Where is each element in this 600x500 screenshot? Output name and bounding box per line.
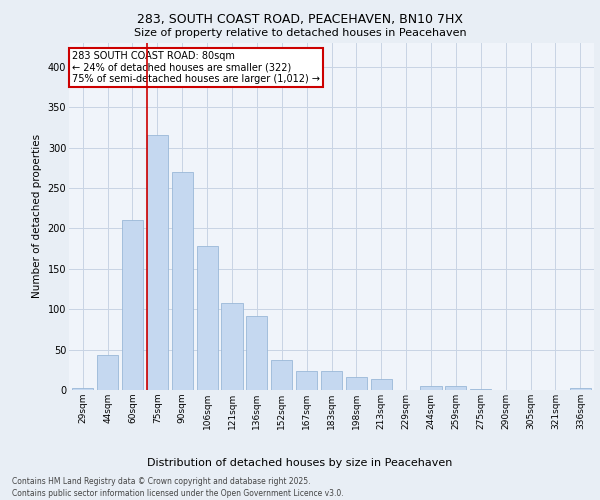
Bar	[296, 372, 317, 390]
Bar	[470, 389, 491, 390]
Bar	[246, 316, 268, 390]
Bar	[72, 388, 93, 390]
Bar	[122, 220, 143, 390]
Bar	[97, 355, 118, 390]
Bar	[172, 172, 193, 390]
Bar	[445, 386, 466, 390]
Text: Distribution of detached houses by size in Peacehaven: Distribution of detached houses by size …	[148, 458, 452, 468]
Text: Size of property relative to detached houses in Peacehaven: Size of property relative to detached ho…	[134, 28, 466, 38]
Bar	[147, 136, 168, 390]
Text: 283, SOUTH COAST ROAD, PEACEHAVEN, BN10 7HX: 283, SOUTH COAST ROAD, PEACEHAVEN, BN10 …	[137, 12, 463, 26]
Bar	[321, 372, 342, 390]
Bar	[221, 302, 242, 390]
Text: Contains HM Land Registry data © Crown copyright and database right 2025.: Contains HM Land Registry data © Crown c…	[12, 478, 311, 486]
Text: Contains public sector information licensed under the Open Government Licence v3: Contains public sector information licen…	[12, 489, 344, 498]
Y-axis label: Number of detached properties: Number of detached properties	[32, 134, 42, 298]
Bar	[421, 386, 442, 390]
Bar	[570, 388, 591, 390]
Bar	[371, 380, 392, 390]
Bar	[271, 360, 292, 390]
Text: 283 SOUTH COAST ROAD: 80sqm
← 24% of detached houses are smaller (322)
75% of se: 283 SOUTH COAST ROAD: 80sqm ← 24% of det…	[71, 51, 320, 84]
Bar	[197, 246, 218, 390]
Bar	[346, 377, 367, 390]
